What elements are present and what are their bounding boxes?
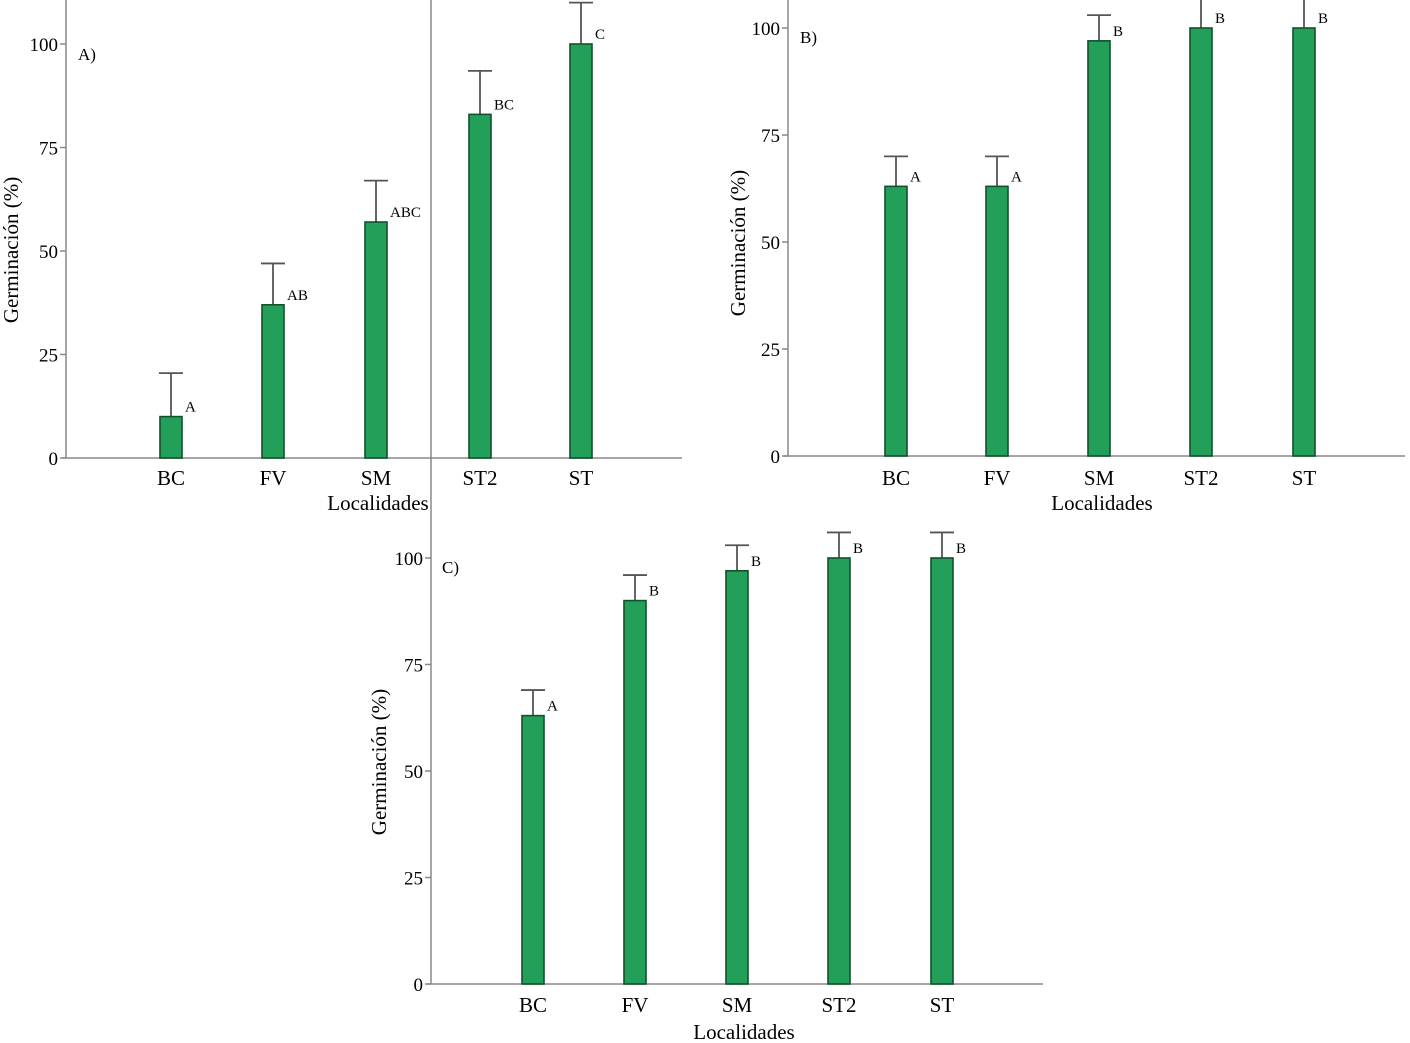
bar-sm xyxy=(725,569,749,985)
significance-label: BC xyxy=(494,97,514,113)
significance-label: B xyxy=(1318,11,1328,27)
significance-label: A xyxy=(547,699,558,715)
x-axis-label: Localidades xyxy=(1051,491,1152,515)
bar-st2 xyxy=(468,113,492,459)
bar-st xyxy=(1292,27,1316,457)
y-tick-label: 25 xyxy=(404,869,423,890)
y-tick-label: 100 xyxy=(395,549,424,570)
x-tick-label: FV xyxy=(984,466,1011,490)
significance-label: B xyxy=(956,541,966,557)
bar-fv xyxy=(623,599,647,985)
bar-st2 xyxy=(827,557,851,985)
x-tick-label: SM xyxy=(722,993,753,1017)
significance-label: B xyxy=(1113,24,1123,40)
x-tick-label: BC xyxy=(157,466,185,490)
significance-label: A xyxy=(185,400,196,416)
x-tick-label: SM xyxy=(1084,466,1115,490)
y-tick-label: 25 xyxy=(39,346,58,367)
bar-sm xyxy=(364,221,388,459)
x-tick-label: BC xyxy=(882,466,910,490)
y-axis-label: Germinación (%) xyxy=(726,170,750,316)
significance-label: B xyxy=(853,541,863,557)
significance-label: A xyxy=(1011,169,1022,185)
bar-bc xyxy=(884,185,908,457)
bar-bc xyxy=(159,415,183,459)
x-tick-label: ST xyxy=(1292,466,1317,490)
y-tick-label: 100 xyxy=(752,19,781,40)
x-tick-label: ST2 xyxy=(821,993,856,1017)
x-tick-label: FV xyxy=(260,466,287,490)
x-tick-label: SM xyxy=(361,466,392,490)
bar-st2 xyxy=(1189,27,1213,457)
x-tick-label: ST xyxy=(930,993,955,1017)
bar-sm xyxy=(1087,40,1111,457)
significance-label: ABC xyxy=(390,205,421,221)
x-tick-label: ST2 xyxy=(1183,466,1218,490)
panel-label: B) xyxy=(800,28,817,47)
y-tick-label: 0 xyxy=(771,447,781,468)
x-tick-label: ST2 xyxy=(462,466,497,490)
x-tick-label: ST xyxy=(569,466,594,490)
chart-panel-2: 0 25 50 75 100 B) Germinación (%) Localidades A B… xyxy=(726,0,1405,515)
y-tick-label: 100 xyxy=(30,35,59,56)
y-tick-label: 50 xyxy=(39,242,58,263)
y-tick-label: 0 xyxy=(414,975,424,996)
significance-label: AB xyxy=(287,288,308,304)
significance-label: B xyxy=(751,554,761,570)
y-tick-label: 75 xyxy=(404,656,423,677)
y-tick-label: 75 xyxy=(761,126,780,147)
x-axis-label: Localidades xyxy=(327,491,428,515)
x-tick-label: BC xyxy=(519,993,547,1017)
y-tick-label: 0 xyxy=(49,449,59,470)
x-tick-label: FV xyxy=(622,993,649,1017)
y-axis-label: Germinación (%) xyxy=(0,177,23,323)
y-axis-label: Germinación (%) xyxy=(367,689,391,835)
y-tick-label: 25 xyxy=(761,340,780,361)
significance-label: C xyxy=(595,27,605,43)
significance-label: B xyxy=(1215,11,1225,27)
bar-bc xyxy=(521,714,545,985)
x-axis-label: Localidades xyxy=(693,1020,794,1043)
bar-fv xyxy=(261,304,285,459)
panel-label: A) xyxy=(78,45,96,64)
y-tick-label: 50 xyxy=(761,233,780,254)
y-tick-label: 75 xyxy=(39,139,58,160)
bar-st xyxy=(569,43,593,459)
bar-st xyxy=(930,557,954,985)
significance-label: A xyxy=(910,169,921,185)
panel-label: C) xyxy=(442,558,459,577)
bar-fv xyxy=(985,185,1009,457)
significance-label: B xyxy=(649,584,659,600)
y-tick-label: 50 xyxy=(404,762,423,783)
